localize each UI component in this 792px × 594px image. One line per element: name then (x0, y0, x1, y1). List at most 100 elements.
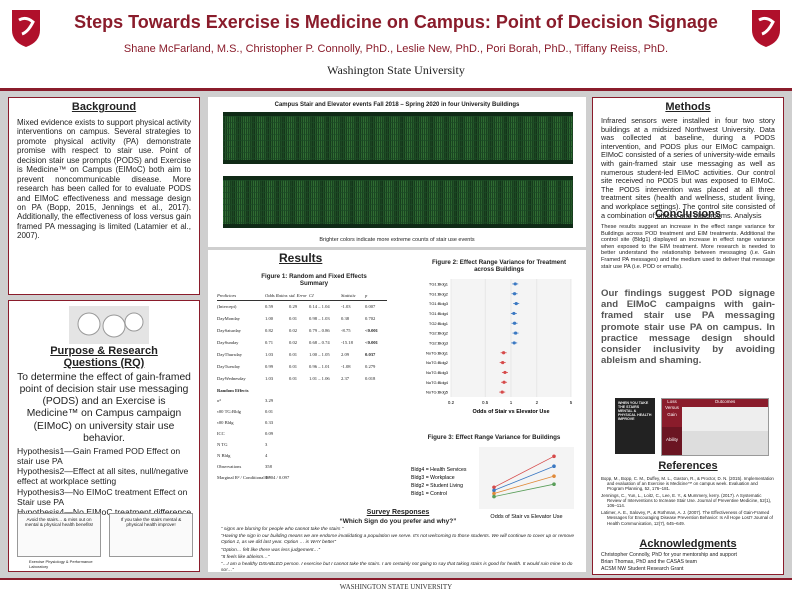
table-cell: 1.00 (265, 316, 274, 321)
heatmap-cell (353, 116, 355, 160)
purpose-text: To determine the effect of gain-framed p… (17, 372, 191, 444)
heatmap-cell (293, 116, 295, 160)
heatmap-cell (523, 116, 525, 160)
heatmap-cell (445, 116, 447, 160)
heatmap-band (223, 204, 573, 205)
heading: Methods (665, 101, 711, 113)
table-header-cell: Statistic (341, 293, 356, 298)
heatmap-cell (389, 180, 391, 224)
heatmap-cell (417, 116, 419, 160)
heatmap-band (223, 198, 573, 199)
table-cell: <0.001 (365, 340, 378, 345)
table-cell: ICC (217, 431, 225, 436)
heatmap-cell (299, 116, 301, 160)
heatmap-cell (443, 180, 445, 224)
heatmap-band (223, 128, 573, 129)
heatmap-cell (369, 180, 371, 224)
row-label: TG1:Bldg3 (429, 301, 449, 306)
heatmap-cell (455, 180, 457, 224)
heatmap-cell (433, 180, 435, 224)
heatmap-band (223, 222, 573, 223)
heatmap-cell (405, 180, 407, 224)
heatmap-cell (469, 180, 471, 224)
heatmap-cell (245, 180, 247, 224)
heatmap-cell (507, 116, 509, 160)
heatmap-cell (547, 116, 549, 160)
heatmap-cell (485, 116, 487, 160)
heatmap-cell (517, 116, 519, 160)
table-subheading: Random Effects (217, 388, 249, 393)
hypothesis: Hypothesis2—Effect at all sites, null/ne… (17, 466, 189, 487)
heatmap-cell (255, 180, 257, 224)
heatmap-cell (243, 116, 245, 160)
heatmap-caption: Brighter colors indicate more extreme co… (319, 237, 475, 243)
heatmap-cell (295, 116, 297, 160)
table-cell: 1.00 – 1.05 (309, 352, 330, 357)
row-label: TG1:Bldg2 (429, 291, 449, 296)
heatmap-cell (463, 180, 465, 224)
heatmap-cell (343, 180, 345, 224)
heatmap-cell (289, 116, 291, 160)
heatmap-cell (409, 116, 411, 160)
heatmap-cell (303, 180, 305, 224)
heatmap-cell (331, 180, 333, 224)
heatmap-cell (469, 116, 471, 160)
heatmap-cell (461, 180, 463, 224)
heatmap-cell (471, 116, 473, 160)
heatmap-cell (399, 180, 401, 224)
heatmap-panel: Campus Stair and Elevator events Fall 20… (208, 97, 586, 247)
series-line (493, 475, 555, 494)
heatmap-cell (249, 180, 251, 224)
x-tick-label: 2 (536, 400, 539, 405)
effects-table: Predictors Odds Ratios std. Error CI Statist… (217, 293, 407, 503)
table-cell: N TG (217, 442, 228, 447)
heatmap-cell (467, 116, 469, 160)
heatmap-band (223, 116, 573, 117)
table-cell: Marginal R² / Conditional R² (217, 475, 271, 480)
heatmap-cell (299, 180, 301, 224)
heatmap-cell (359, 116, 361, 160)
heatmap-cell (519, 180, 521, 224)
table-cell: 0.99 (265, 364, 274, 369)
heatmap-cell (411, 116, 413, 160)
heatmap-cell (267, 180, 269, 224)
heatmap-cell (383, 116, 385, 160)
heatmap-cell (513, 116, 515, 160)
heatmap-cell (397, 116, 399, 160)
acknowledgment: ACSM NW Student Research Grant (601, 565, 684, 572)
heatmap-cell (261, 116, 263, 160)
heatmap-cell (457, 180, 459, 224)
heatmap-cell (281, 180, 283, 224)
title: Steps Towards Exercise is Medicine on Ca… (74, 12, 718, 32)
heatmap-cell (481, 180, 483, 224)
heatmap-cell (313, 180, 315, 224)
heatmap-cell (283, 116, 285, 160)
heatmap-cell (481, 116, 483, 160)
heatmap-cell (547, 180, 549, 224)
right-panel: Methods Infrared sensors were installed … (592, 97, 784, 575)
references: Bopp, M., Bopp, C. M., Duffey, M. L., Ga… (601, 476, 775, 528)
table-cell: 0.02 (289, 340, 298, 345)
heatmap-cell (439, 116, 441, 160)
heatmap-cell (501, 180, 503, 224)
heatmap-cell (521, 116, 523, 160)
table-cell: 0.018 (365, 376, 376, 381)
heatmap-cell (377, 116, 379, 160)
heatmap-cell (321, 180, 323, 224)
heatmap-cell (271, 116, 273, 160)
heatmap-cell (529, 180, 531, 224)
heatmap-cell (429, 116, 431, 160)
table-cell: 0.01 (289, 316, 298, 321)
logo-right (752, 10, 780, 47)
heatmap-cell (393, 180, 395, 224)
header: Steps Towards Exercise is Medicine on Ca… (0, 0, 792, 88)
heatmap-cell (279, 180, 281, 224)
heatmap-cell (267, 116, 269, 160)
heatmap-cell (435, 116, 437, 160)
heatmap-cell (461, 116, 463, 160)
heatmap-cell (377, 180, 379, 224)
sign-photo (69, 306, 149, 344)
heatmap-cell (349, 116, 351, 160)
heatmap-cell (427, 116, 429, 160)
